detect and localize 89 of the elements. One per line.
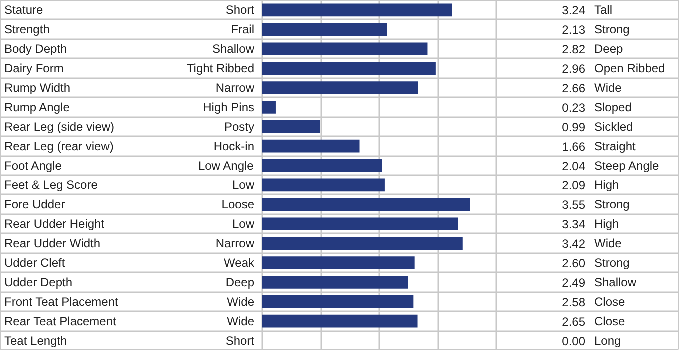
bar [262,42,428,56]
data-label: 0.99 [562,120,586,134]
text: Hock-in [214,139,255,154]
y-tick-label: Rear Udder Height [4,217,106,232]
text: Low [232,217,255,232]
bar [262,276,408,289]
text: Wide [594,81,622,95]
bar [262,314,418,328]
text: Weak [224,256,256,270]
text: Short [226,334,256,348]
y-tick-label: Teat Length [4,334,68,348]
bar [262,218,458,231]
text: Low [232,178,255,192]
bar [262,159,382,172]
text: Narrow [216,81,255,95]
data-label: 2.66 [562,82,586,96]
data-label: 0.23 [562,100,586,115]
bar [262,120,321,134]
bar [262,82,418,94]
bar [262,178,385,192]
bar [262,295,414,308]
text: Shallow [594,275,637,290]
text: High Pins [203,100,254,114]
data-label: 2.04 [562,159,586,174]
y-tick-label: Rump Angle [4,100,70,114]
text: Deep [226,275,255,290]
data-label: 3.34 [562,218,586,232]
bar [262,4,452,17]
text: Straight [594,139,637,154]
y-tick-label: Rear Udder Width [4,236,101,251]
text: Tall [594,3,613,18]
data-label: 0.00 [562,334,586,348]
text: Open Ribbed [594,62,666,76]
text: Close [594,314,626,328]
text: Tight Ribbed [186,62,254,76]
bar [262,62,436,75]
bar [262,237,463,250]
data-label: 3.55 [562,198,586,212]
text: Deep [594,42,624,56]
data-label: 2.49 [562,276,586,290]
y-tick-label: Body Depth [4,42,68,56]
y-tick-label: Rear Leg (side view) [4,120,115,134]
text: Sickled [594,120,634,134]
data-label: 2.60 [562,256,586,270]
text: Loose [222,198,255,212]
bar [262,256,415,270]
text: Low Angle [198,158,254,173]
y-tick-label: Strength [4,22,50,37]
text: Posty [224,120,255,134]
y-tick-label: Front Teat Placement [4,294,119,309]
y-tick-label: Udder Cleft [4,256,66,270]
text: High [594,178,620,192]
y-tick-label: Fore Udder [4,198,66,212]
bar [262,101,276,114]
text: Strong [594,198,630,212]
text: Narrow [216,236,255,251]
bar [262,198,470,212]
data-label: 2.82 [562,42,586,57]
data-label: 2.58 [562,295,586,310]
data-label: 2.96 [562,62,586,76]
text: Close [594,294,626,309]
text: Long [594,334,622,348]
y-tick-label: Dairy Form [4,62,64,76]
data-label: 1.66 [562,140,586,154]
text: Strong [594,22,630,37]
text: Wide [227,314,255,328]
text: Short [226,3,256,18]
text: Wide [227,294,255,309]
text: Steep Angle [594,158,660,173]
text: High [594,217,620,232]
y-tick-label: Rear Leg (rear view) [4,139,114,154]
y-tick-label: Rear Teat Placement [4,314,118,328]
data-label: 2.65 [562,314,586,329]
y-tick-label: Rump Width [4,81,71,95]
text: Sloped [594,100,632,114]
y-tick-label: Stature [4,3,44,18]
bar [262,23,388,36]
text: Frail [231,22,255,37]
data-label: 3.42 [562,237,586,252]
text: Shallow [212,42,255,56]
bar [262,140,360,153]
y-tick-label: Feet & Leg Score [4,178,98,192]
text: Strong [594,256,630,270]
y-tick-label: Udder Depth [4,275,73,290]
data-label: 2.09 [562,178,586,193]
data-label: 2.13 [562,23,586,38]
text: Wide [594,236,622,251]
data-label: 3.24 [562,4,586,18]
y-tick-label: Foot Angle [4,158,62,173]
